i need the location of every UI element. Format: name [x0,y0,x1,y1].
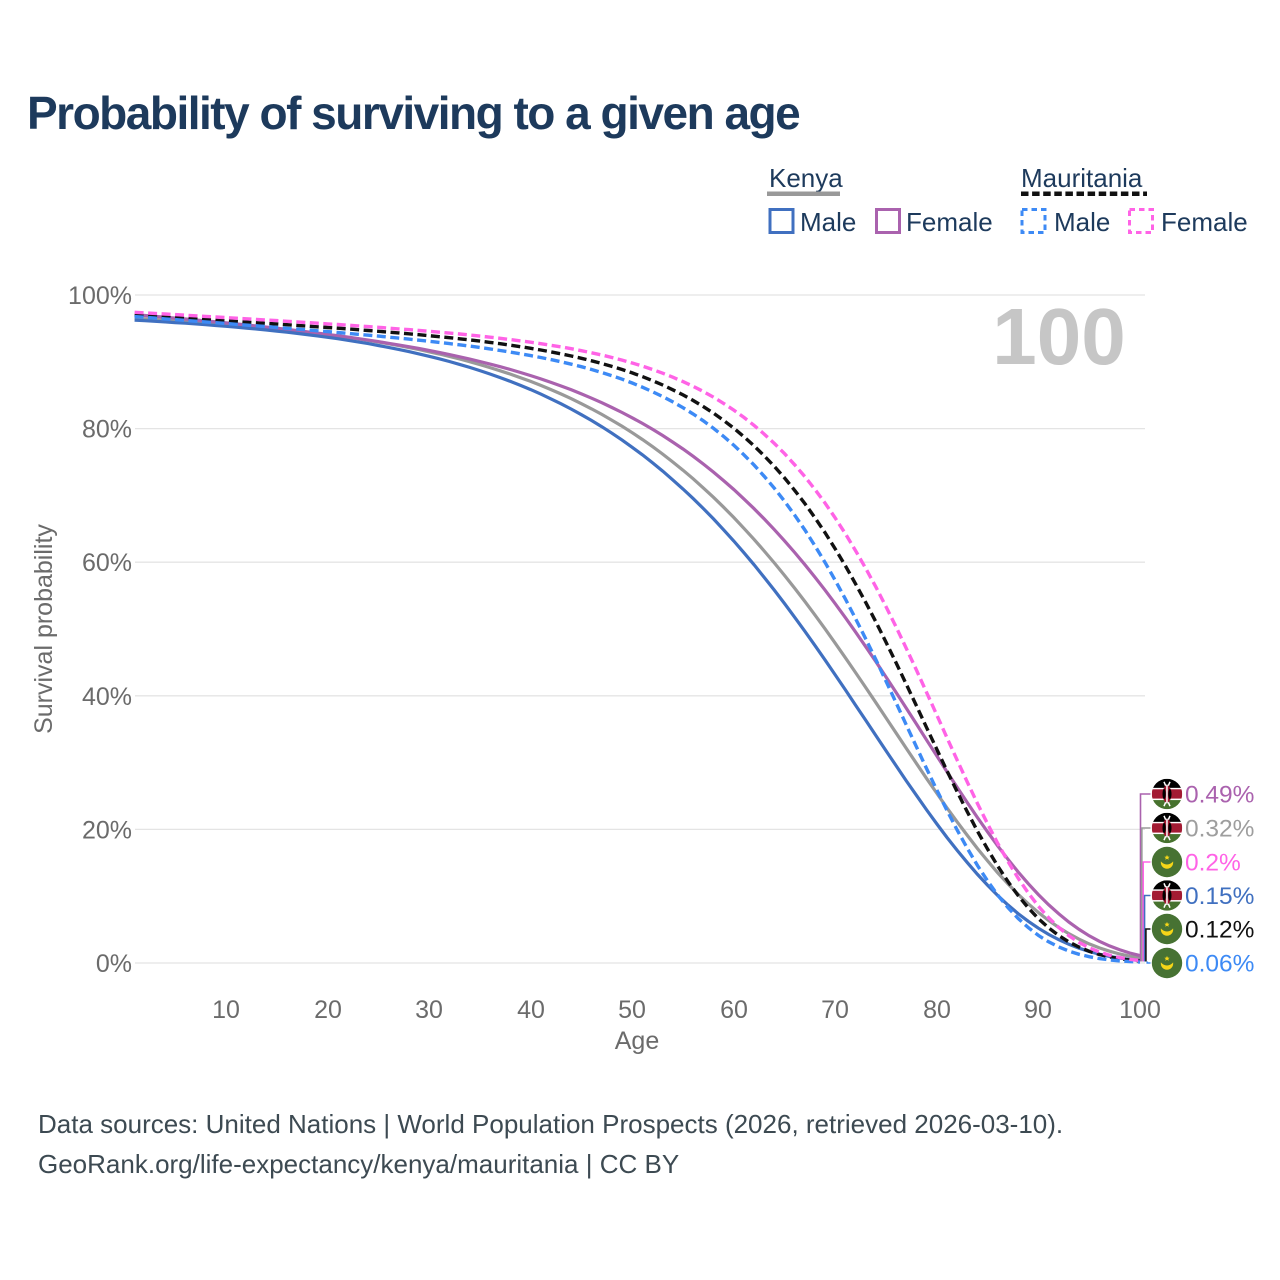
svg-text:Survival probability: Survival probability [30,524,58,734]
svg-text:20: 20 [314,996,342,1024]
svg-text:0.12%: 0.12% [1185,917,1254,944]
svg-text:100: 100 [1119,996,1161,1024]
svg-text:40%: 40% [82,683,132,711]
svg-text:40: 40 [517,996,545,1024]
svg-text:Mauritania: Mauritania [1021,163,1143,193]
svg-text:Male: Male [1054,207,1110,237]
svg-text:70: 70 [821,996,849,1024]
svg-text:20%: 20% [82,816,132,844]
svg-text:Age: Age [615,1027,659,1055]
svg-text:100%: 100% [68,282,132,310]
svg-text:Female: Female [906,207,993,237]
svg-text:0.32%: 0.32% [1185,816,1254,843]
svg-text:Data sources: United Nations |: Data sources: United Nations | World Pop… [38,1109,1063,1139]
svg-text:Female: Female [1161,207,1248,237]
svg-text:80: 80 [923,996,951,1024]
svg-text:50: 50 [618,996,646,1024]
svg-text:80%: 80% [82,416,132,444]
svg-text:0.2%: 0.2% [1185,850,1241,877]
svg-text:0.15%: 0.15% [1185,883,1254,910]
svg-text:0.06%: 0.06% [1185,951,1254,978]
svg-text:Probability of surviving to a: Probability of surviving to a given age [27,87,800,139]
svg-text:100: 100 [992,292,1125,381]
svg-text:10: 10 [212,996,240,1024]
svg-text:30: 30 [415,996,443,1024]
svg-text:60%: 60% [82,549,132,577]
svg-text:Kenya: Kenya [769,163,843,193]
svg-text:0%: 0% [96,950,132,978]
svg-text:0.49%: 0.49% [1185,782,1254,809]
svg-text:Male: Male [800,207,856,237]
svg-text:60: 60 [720,996,748,1024]
svg-text:90: 90 [1024,996,1052,1024]
svg-text:GeoRank.org/life-expectancy/ke: GeoRank.org/life-expectancy/kenya/maurit… [38,1149,679,1179]
